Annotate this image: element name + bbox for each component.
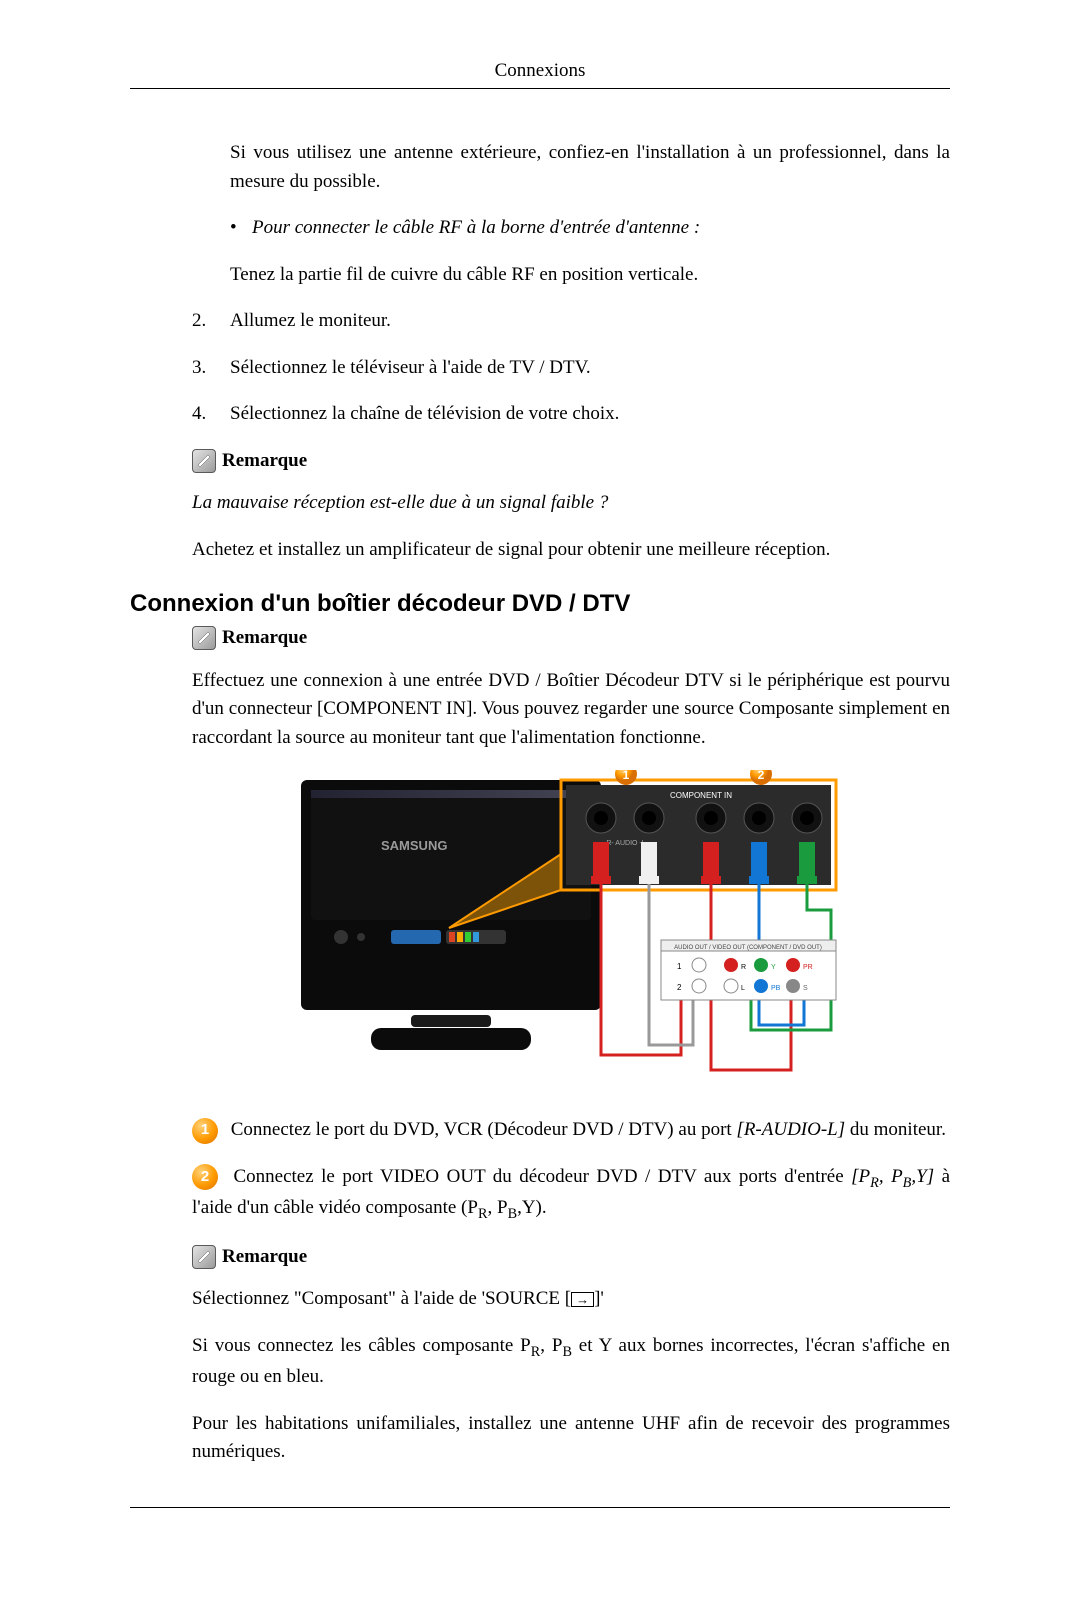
c2-before: Connectez le port VIDEO OUT du décodeur … — [233, 1166, 851, 1187]
note3-p3: Pour les habitations unifamiliales, inst… — [192, 1410, 950, 1467]
step-4: 4. Sélectionnez la chaîne de télévision … — [192, 400, 950, 429]
intro-p2: Tenez la partie fil de cuivre du câble R… — [230, 261, 950, 290]
step2-num: 2. — [192, 307, 230, 336]
intro-block: Si vous utilisez une antenne extérieure,… — [230, 139, 950, 289]
section2-title: Connexion d'un boîtier décodeur DVD / DT… — [130, 590, 950, 618]
svg-text:1: 1 — [677, 962, 682, 971]
plug-red2 — [701, 842, 721, 884]
step4-text: Sélectionnez la chaîne de télévision de … — [230, 400, 619, 429]
connection-diagram: SAMSUNG COMPONENT IN — [192, 770, 950, 1080]
note1-header: Remarque — [192, 447, 950, 476]
note3-p2: Si vous connectez les câbles composante … — [192, 1332, 950, 1392]
bullet-1-icon: 1 — [192, 1118, 218, 1144]
svg-text:Y: Y — [771, 964, 776, 971]
note1-question: La mauvaise réception est-elle due à un … — [192, 489, 950, 518]
note2-header: Remarque — [192, 624, 950, 653]
page-header: Connexions — [130, 60, 950, 89]
brand-text: SAMSUNG — [381, 838, 447, 853]
svg-text:R: R — [741, 964, 746, 971]
plug-white — [639, 842, 659, 884]
note2-label: Remarque — [222, 624, 307, 653]
note1-label: Remarque — [222, 447, 307, 476]
diagram-svg: SAMSUNG COMPONENT IN — [301, 770, 841, 1080]
section2-p1: Effectuez une connexion à une entrée DVD… — [192, 667, 950, 753]
svg-text:S: S — [803, 985, 808, 992]
bullet-2-icon: 2 — [192, 1164, 218, 1190]
note3-p1: Sélectionnez "Composant" à l'aide de 'SO… — [192, 1285, 950, 1314]
panel-label: COMPONENT IN — [670, 791, 732, 800]
c1-after: du moniteur. — [845, 1119, 946, 1140]
note-icon — [192, 626, 216, 650]
note3-label: Remarque — [222, 1243, 307, 1272]
c1-before: Connectez le port du DVD, VCR (Décodeur … — [231, 1119, 737, 1140]
step3-text: Sélectionnez le téléviseur à l'aide de T… — [230, 354, 591, 383]
svg-text:2: 2 — [677, 983, 682, 992]
note1-answer: Achetez et installez un amplificateur de… — [192, 536, 950, 565]
source-icon: → — [571, 1292, 594, 1307]
plug-green — [797, 842, 817, 884]
section2-block: Remarque Effectuez une connexion à une e… — [192, 624, 950, 1467]
svg-text:L: L — [741, 985, 745, 992]
c1-italic: [R-AUDIO-L] — [736, 1119, 845, 1140]
svg-text:PR: PR — [803, 964, 813, 971]
diagram-callout-2: 2 — [750, 770, 772, 785]
box-label: AUDIO OUT / VIDEO OUT (COMPONENT / DVD O… — [674, 945, 822, 951]
audio-label: R- AUDIO -L — [606, 840, 645, 847]
step3-num: 3. — [192, 354, 230, 383]
step-3: 3. Sélectionnez le téléviseur à l'aide d… — [192, 354, 950, 383]
intro-p1: Si vous utilisez une antenne extérieure,… — [230, 139, 950, 196]
step2-text: Allumez le moniteur. — [230, 307, 391, 336]
note-icon — [192, 1245, 216, 1269]
callout2-text: 2 Connectez le port VIDEO OUT du décodeu… — [192, 1163, 950, 1225]
svg-text:PB: PB — [771, 985, 781, 992]
note-icon — [192, 449, 216, 473]
plug-blue — [749, 842, 769, 884]
diagram-callout-1: 1 — [615, 770, 637, 785]
steps-block: 2. Allumez le moniteur. 3. Sélectionnez … — [192, 307, 950, 564]
intro-bullet: Pour connecter le câble RF à la borne d'… — [230, 214, 950, 243]
step-2: 2. Allumez le moniteur. — [192, 307, 950, 336]
note3-header: Remarque — [192, 1243, 950, 1272]
svg-text:1: 1 — [623, 770, 630, 782]
step4-num: 4. — [192, 400, 230, 429]
c2-it1: [PR, PB,Y] — [851, 1166, 934, 1187]
svg-text:2: 2 — [758, 770, 765, 782]
plug-red — [591, 842, 611, 884]
footer-rule — [130, 1507, 950, 1508]
callout1-text: 1 Connectez le port du DVD, VCR (Décodeu… — [192, 1116, 950, 1145]
